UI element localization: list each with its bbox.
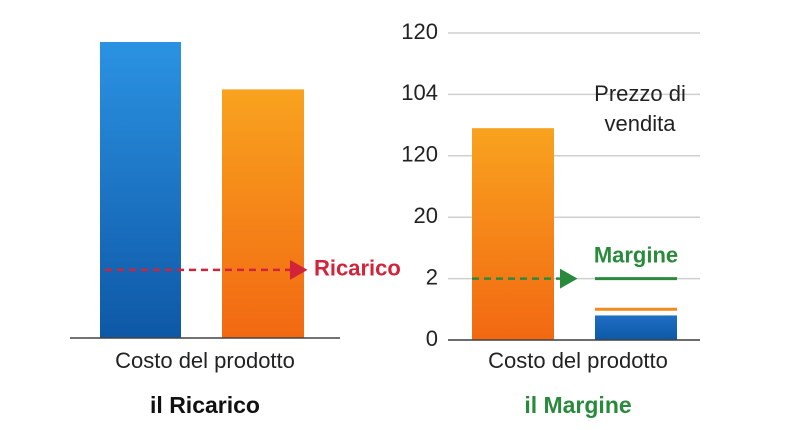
- y-tick-label: 120: [401, 19, 438, 44]
- bar: [222, 89, 304, 338]
- y-tick-label: 0: [426, 326, 438, 351]
- bar: [472, 128, 554, 340]
- annotation-label: Margine: [594, 242, 678, 267]
- caption: il Margine: [524, 392, 631, 418]
- note-text: Prezzo di: [594, 81, 686, 106]
- x-axis-label: Costo del prodotto: [488, 348, 668, 373]
- y-tick-label: 120: [401, 142, 438, 167]
- y-tick-label: 104: [401, 80, 438, 105]
- bar: [595, 315, 677, 340]
- bar: [100, 42, 181, 338]
- caption: il Ricarico: [150, 392, 260, 418]
- y-tick-label: 20: [414, 203, 438, 228]
- y-tick-label: 2: [426, 264, 438, 289]
- annotation-label: Ricarico: [314, 256, 401, 281]
- note-text: vendita: [605, 111, 677, 136]
- x-axis-label: Costo del prodotto: [115, 348, 295, 373]
